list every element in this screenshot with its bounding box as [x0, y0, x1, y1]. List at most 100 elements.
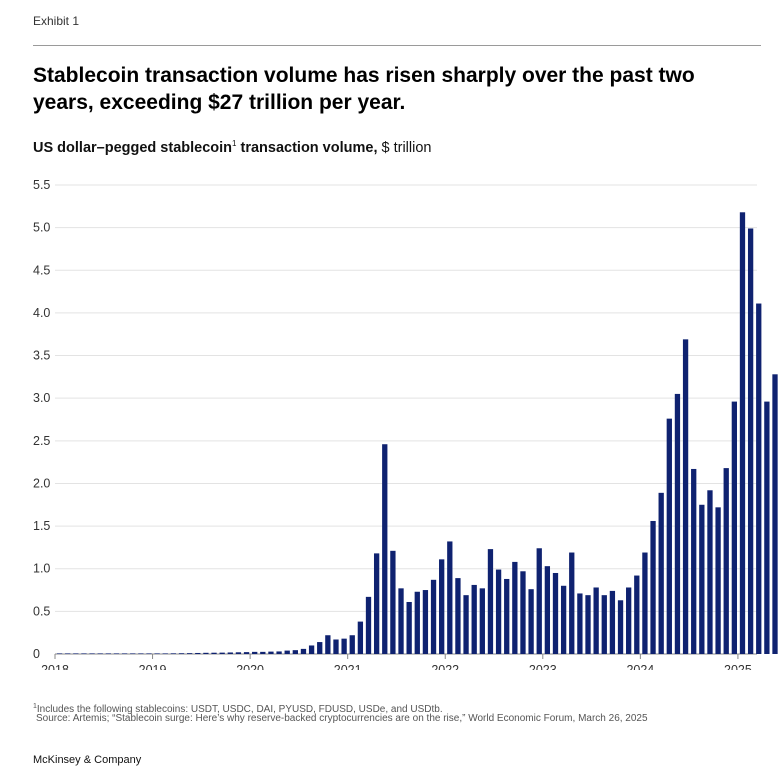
chart-subtitle: US dollar–pegged stablecoin1 transaction…: [33, 139, 431, 156]
bar: [430, 579, 437, 654]
bar: [162, 653, 168, 654]
bar: [73, 653, 79, 654]
bar: [195, 652, 201, 654]
bar: [268, 651, 274, 654]
bar: [422, 590, 429, 654]
bar: [219, 652, 225, 654]
bar: [528, 589, 534, 654]
bar: [609, 590, 616, 654]
x-tick-label: 2023: [529, 663, 557, 670]
y-tick-label: 1.5: [33, 519, 50, 533]
bar: [65, 653, 71, 654]
bar: [715, 507, 721, 654]
bar: [471, 584, 477, 654]
bar: [121, 653, 128, 654]
y-tick-label: 3.0: [33, 391, 50, 405]
bar: [56, 653, 63, 654]
bar: [447, 541, 453, 654]
bar: [97, 653, 103, 654]
bar: [756, 303, 762, 654]
bar: [504, 578, 510, 654]
bar: [601, 595, 607, 654]
footnote-marker: 1: [33, 703, 37, 710]
bar: [487, 549, 494, 654]
bar: [398, 588, 404, 654]
subtitle-unit: $ trillion: [377, 140, 432, 156]
bar: [552, 572, 559, 654]
bar: [626, 587, 632, 654]
y-tick-label: 4.0: [33, 306, 50, 320]
bar: [284, 650, 290, 654]
bar: [699, 504, 705, 654]
brand-logo-text: McKinsey & Company: [33, 754, 142, 766]
bar: [439, 559, 445, 654]
bar: [146, 653, 152, 654]
bar: [577, 593, 583, 654]
header-rule: [33, 45, 761, 46]
bar: [365, 596, 372, 654]
bar: [764, 401, 770, 654]
bar: [292, 650, 298, 654]
bar: [455, 578, 461, 654]
bar: [186, 653, 193, 654]
bar: [731, 401, 738, 654]
bar: [325, 635, 331, 654]
bar: [739, 212, 746, 654]
bar: [479, 588, 485, 654]
bar: [260, 651, 266, 654]
source-note: Source: Artemis; “Stablecoin surge: Here…: [36, 713, 648, 724]
y-tick-label: 4.5: [33, 263, 50, 277]
bar: [569, 552, 575, 654]
bar: [382, 444, 388, 654]
y-tick-label: 3.5: [33, 349, 50, 363]
y-tick-label: 5.5: [33, 178, 50, 192]
x-axis-ticks: 2018 2019 2020 2021 2022 2023 2024 2025: [41, 654, 752, 670]
bar: [138, 653, 144, 654]
bar: [203, 652, 209, 654]
bar: [154, 653, 160, 654]
y-tick-label: 2.0: [33, 476, 50, 490]
bar: [544, 566, 551, 654]
bar: [512, 561, 518, 654]
x-tick-label: 2021: [334, 663, 362, 670]
bar: [674, 393, 681, 654]
bar: [308, 645, 315, 654]
bar: [772, 374, 778, 654]
bar: [406, 601, 412, 654]
footnote-text: Includes the following stablecoins: USDT…: [36, 704, 443, 715]
subtitle-footnote-marker: 1: [232, 139, 237, 148]
bar: [463, 595, 469, 654]
bar: [333, 639, 339, 654]
bar: [536, 548, 542, 654]
bar: [682, 339, 689, 654]
x-tick-label: 2018: [41, 663, 69, 670]
bar: [89, 653, 95, 654]
y-tick-label: 1.0: [33, 562, 50, 576]
bar: [178, 653, 185, 654]
x-tick-label: 2024: [626, 663, 654, 670]
bar: [691, 468, 697, 654]
y-tick-label: 5.0: [33, 221, 50, 235]
bar: [105, 653, 111, 654]
bar-chart: 00.51.01.52.02.53.03.54.04.55.05.5 2018 2…: [33, 178, 778, 670]
bar: [317, 642, 323, 654]
bar: [227, 652, 233, 654]
bar: [357, 621, 364, 654]
bar: [520, 571, 526, 654]
bar: [593, 587, 599, 654]
bar: [666, 418, 672, 654]
bar: [723, 468, 729, 654]
bar: [585, 595, 591, 654]
x-tick-label: 2022: [431, 663, 459, 670]
y-axis-ticks: 0 0.5 1.0 1.5 2.0 2.5 3.0 3.5 4.0 4.5 5.0 5.5: [33, 178, 50, 661]
bar: [81, 653, 87, 654]
bar: [650, 520, 656, 654]
chart-headline: Stablecoin transaction volume has risen …: [33, 64, 695, 114]
bar: [390, 550, 396, 654]
bar: [276, 651, 282, 654]
x-tick-label: 2020: [236, 663, 264, 670]
bar: [617, 600, 624, 654]
bar: [341, 638, 347, 654]
bar: [747, 228, 754, 655]
subtitle-bold: US dollar–pegged stablecoin: [33, 140, 233, 156]
